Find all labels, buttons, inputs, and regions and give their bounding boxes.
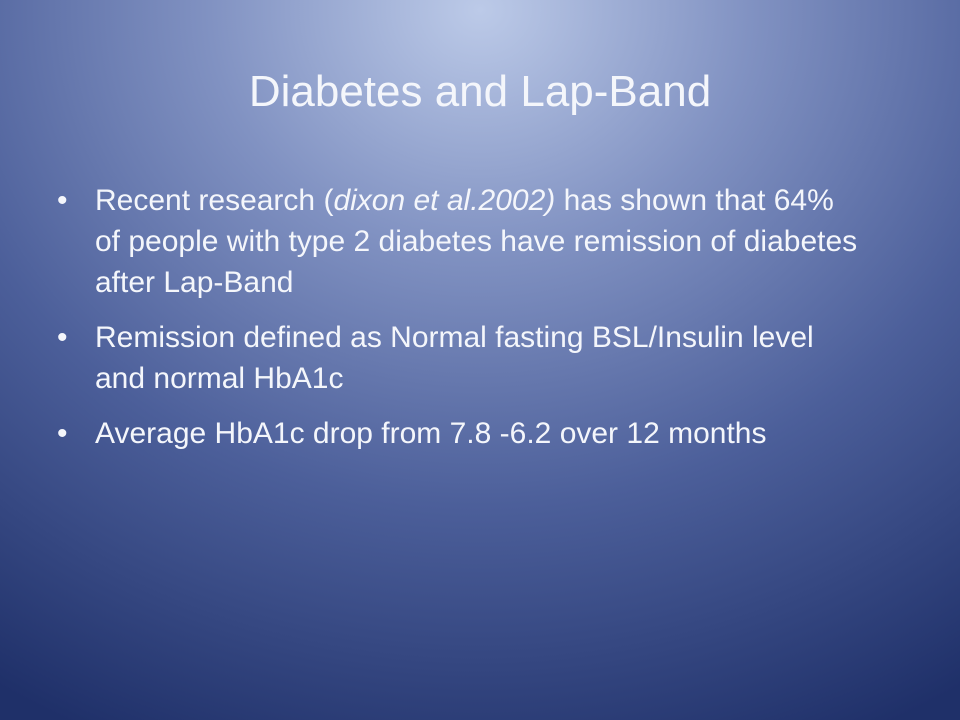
bullet-text: Recent research ( bbox=[95, 184, 334, 217]
bullet: Remission defined as Normal fasting BSL/… bbox=[57, 317, 865, 399]
bullet-text: Remission defined as Normal fasting BSL/… bbox=[95, 321, 814, 395]
citation: dixon et al.2002) bbox=[333, 184, 556, 217]
bullet-text: Average HbA1c drop from 7.8 -6.2 over 12… bbox=[95, 417, 767, 450]
bullet-text: has shown that 64% of people with type 2… bbox=[95, 184, 858, 299]
bullet: Recent research (dixon et al.2002) has s… bbox=[57, 180, 865, 303]
bullet-list: Recent research (dixon et al.2002) has s… bbox=[57, 180, 865, 468]
slide-title: Diabetes and Lap-Band bbox=[248, 67, 712, 116]
bullet: Average HbA1c drop from 7.8 -6.2 over 12… bbox=[57, 413, 865, 454]
